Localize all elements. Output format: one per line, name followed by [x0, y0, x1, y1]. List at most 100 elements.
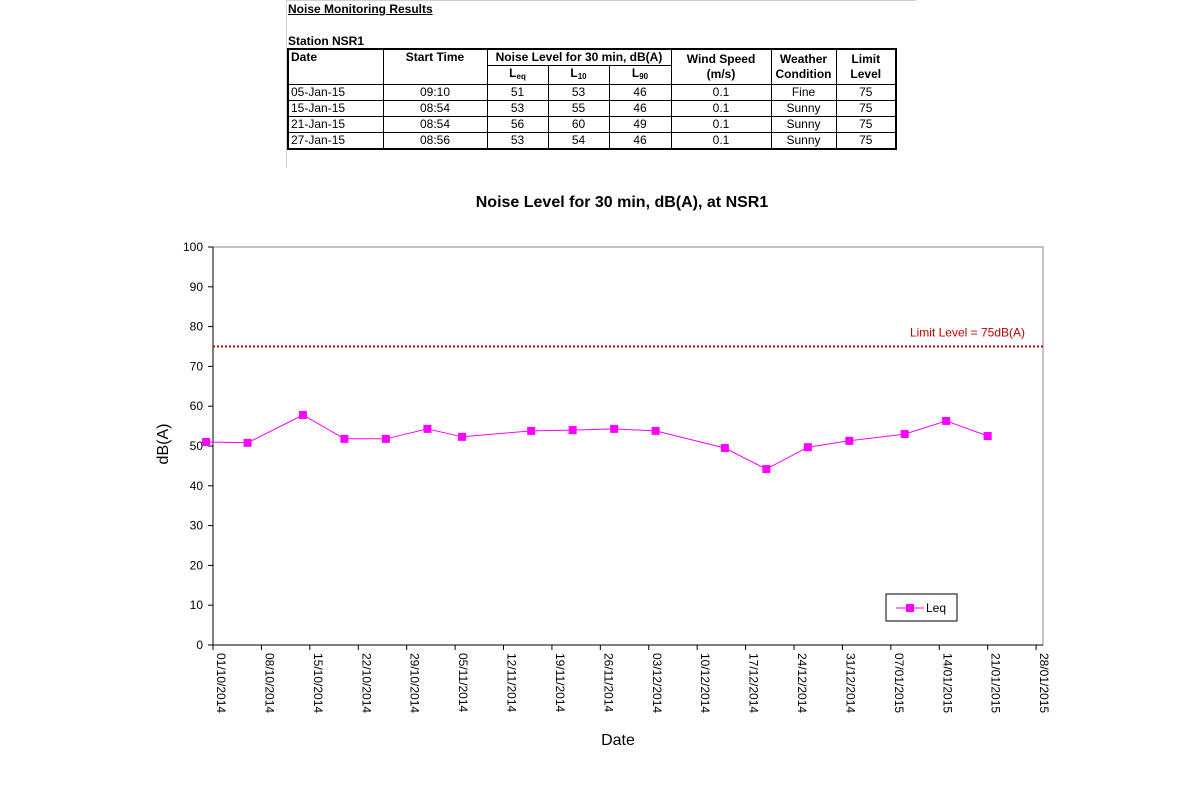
x-tick-label: 26/11/2014	[601, 653, 615, 712]
x-tick-label: 17/12/2014	[747, 653, 761, 713]
x-tick-label: 24/12/2014	[795, 653, 809, 713]
cell-weather: Sunny	[770, 132, 837, 150]
cell-limit: 75	[835, 84, 897, 101]
cell-l90: 46	[608, 132, 672, 150]
cell-wind: 0.1	[670, 84, 772, 101]
cell-limit: 75	[835, 116, 897, 133]
header-weather-label: Weather	[779, 52, 828, 66]
data-point	[983, 432, 992, 441]
x-tick-label: 07/01/2015	[892, 653, 906, 713]
x-tick-label: 29/10/2014	[408, 653, 422, 713]
cell-l90: 46	[608, 100, 672, 117]
header-row-1: Date Start Time Noise Level for 30 min, …	[287, 48, 897, 85]
data-point	[381, 434, 390, 443]
cell-time: 08:56	[382, 132, 488, 150]
cell-time: 09:10	[382, 84, 488, 101]
chart-title: Noise Level for 30 min, dB(A), at NSR1	[476, 194, 769, 211]
header-noise-level: Noise Level for 30 min, dB(A)	[486, 48, 672, 66]
y-tick-label: 70	[190, 359, 204, 373]
legend-marker	[906, 604, 914, 612]
x-tick-label: 31/12/2014	[843, 653, 857, 713]
cell-limit: 75	[835, 132, 897, 150]
noise-level-chart: Noise Level for 30 min, dB(A), at NSR1 0 1…	[155, 194, 1051, 749]
header-level-label: Level	[850, 67, 882, 81]
data-point	[845, 436, 854, 445]
data-point	[340, 434, 349, 443]
cell-date: 27-Jan-15	[287, 132, 384, 150]
limit-label: Limit Level = 75dB(A)	[910, 326, 1025, 340]
header-wind-unit: (m/s)	[706, 67, 736, 81]
header-leq-main: L	[509, 66, 517, 80]
plot-area	[212, 246, 1044, 646]
y-tick-label: 100	[183, 240, 203, 254]
legend-label: Leq	[926, 601, 946, 615]
sheet-top-border	[286, 0, 916, 1]
x-tick-label: 03/12/2014	[650, 653, 664, 713]
header-l90: L90	[608, 65, 672, 85]
x-tick-label: 10/12/2014	[698, 653, 712, 713]
header-weather: Weather Condition	[770, 48, 837, 85]
header-wind-speed-label: Wind Speed	[686, 52, 756, 66]
y-tick-label: 0	[196, 638, 203, 652]
cell-time: 08:54	[382, 100, 488, 117]
data-point	[423, 424, 432, 433]
header-leq-sub: eq	[516, 72, 526, 81]
cell-weather: Sunny	[770, 116, 837, 133]
data-point	[527, 426, 536, 435]
header-l10-sub: 10	[577, 72, 587, 81]
data-point	[458, 432, 466, 441]
header-leq: Leq	[486, 65, 549, 85]
data-point	[298, 410, 307, 419]
data-point	[762, 465, 771, 474]
x-tick-label: 14/01/2015	[940, 653, 954, 713]
cell-l10: 60	[547, 116, 610, 133]
results-table: Date Start Time Noise Level for 30 min, …	[287, 48, 897, 150]
y-tick-label: 50	[190, 439, 204, 453]
cell-leq: 51	[486, 84, 549, 101]
series-line-leq	[206, 414, 988, 470]
cell-weather: Fine	[770, 84, 837, 101]
x-tick-label: 12/11/2014	[505, 653, 519, 712]
cell-l10: 54	[547, 132, 610, 150]
data-point	[568, 426, 577, 435]
cell-wind: 0.1	[670, 100, 772, 117]
data-point	[803, 443, 812, 452]
cell-wind: 0.1	[670, 116, 772, 133]
cell-time: 08:54	[382, 116, 488, 133]
y-tick-label: 60	[190, 399, 204, 413]
cell-leq: 53	[486, 100, 549, 117]
sheet-title: Noise Monitoring Results	[288, 2, 433, 16]
table-row: 05-Jan-15 09:10 51 53 46 0.1 Fine 75	[287, 84, 897, 101]
data-point	[243, 438, 252, 447]
x-tick-label: 21/01/2015	[989, 653, 1003, 713]
header-condition-label: Condition	[775, 67, 832, 81]
table-row: 27-Jan-15 08:56 53 54 46 0.1 Sunny 75	[287, 132, 897, 150]
cell-l10: 53	[547, 84, 610, 101]
y-tick-label: 20	[190, 558, 204, 572]
x-tick-label: 22/10/2014	[359, 653, 373, 713]
header-date: Date	[287, 48, 384, 85]
cell-wind: 0.1	[670, 132, 772, 150]
cell-l90: 49	[608, 116, 672, 133]
header-limit: Limit Level	[835, 48, 897, 85]
data-point	[610, 424, 619, 433]
cell-date: 05-Jan-15	[287, 84, 384, 101]
y-tick-label: 90	[190, 280, 204, 294]
x-tick-label: 15/10/2014	[311, 653, 325, 713]
header-row-2: Leq L 10 L90	[288, 65, 896, 85]
data-point	[720, 443, 729, 452]
results-sheet: Noise Monitoring Results Station NSR1 Da…	[286, 0, 916, 168]
cell-weather: Sunny	[770, 100, 837, 117]
cell-l90: 46	[608, 84, 672, 101]
table-row: 15-Jan-15 08:54 53 55 46 0.1 Sunny 75	[287, 100, 897, 117]
header-wind-speed: Wind Speed (m/s)	[670, 48, 772, 85]
table-row: 21-Jan-15 08:54 56 60 49 0.1 Sunny 75	[287, 116, 897, 133]
y-tick-label: 10	[190, 598, 204, 612]
header-l90-sub: 90	[639, 72, 649, 81]
x-axis-label: Date	[601, 732, 635, 749]
x-tick-label: 19/11/2014	[553, 653, 567, 712]
cell-leq: 56	[486, 116, 549, 133]
data-point	[900, 430, 909, 439]
x-tick-label: 05/11/2014	[456, 653, 470, 712]
sheet-left-border	[286, 0, 287, 168]
